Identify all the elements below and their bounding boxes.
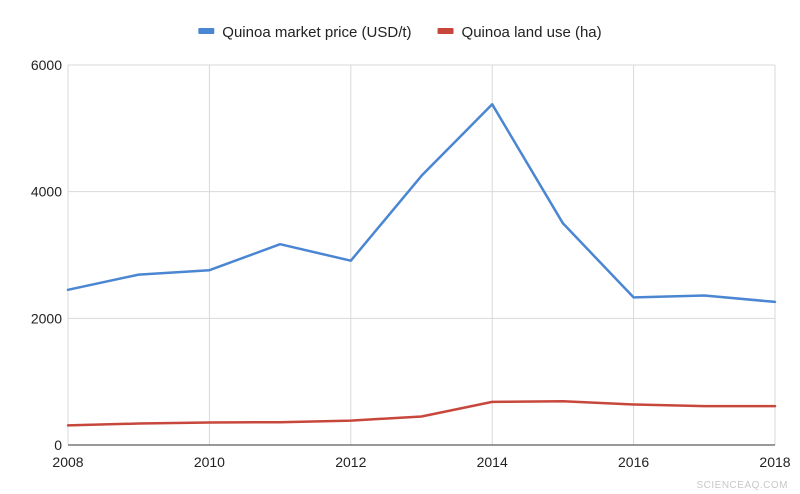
watermark-text: SCIENCEAQ.COM (696, 480, 788, 491)
tick-labels: 0 2000 4000 6000 2008 2010 2012 2014 2016 2018 (31, 57, 791, 470)
x-tick-label: 2008 (52, 454, 83, 470)
legend-label: Quinoa market price (USD/t) (222, 24, 411, 41)
x-tick-label: 2014 (477, 454, 508, 470)
y-tick-label: 4000 (31, 184, 62, 200)
legend-entry: Quinoa land use (ha) (437, 24, 602, 41)
y-tick-label: 0 (54, 437, 62, 453)
legend-label: Quinoa land use (ha) (462, 24, 602, 41)
y-tick-label: 2000 (31, 310, 62, 326)
legend: Quinoa market price (USD/t) Quinoa land u… (198, 24, 602, 41)
x-tick-label: 2018 (759, 454, 790, 470)
series-line-2 (66, 400, 777, 427)
x-tick-label: 2012 (335, 454, 366, 470)
legend-swatch (437, 28, 454, 34)
series-line-1 (66, 103, 777, 304)
x-tick-label: 2010 (194, 454, 225, 470)
legend-entry: Quinoa market price (USD/t) (198, 24, 412, 41)
y-tick-label: 6000 (31, 57, 62, 73)
x-tick-label: 2016 (618, 454, 649, 470)
legend-items: Quinoa market price (USD/t) Quinoa land u… (198, 24, 602, 41)
grid (67, 64, 776, 445)
legend-swatch (198, 28, 215, 34)
series-group (66, 103, 777, 427)
